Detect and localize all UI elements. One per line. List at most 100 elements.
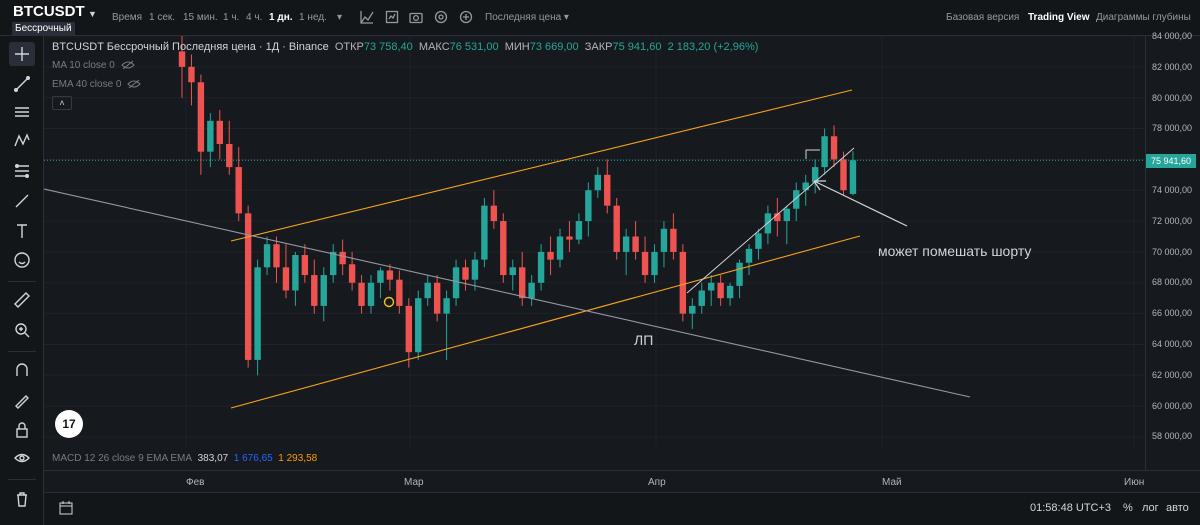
- pattern-icon[interactable]: [9, 129, 35, 153]
- candle-body: [188, 66, 195, 83]
- price-label: 66 000,00: [1152, 308, 1193, 319]
- candle-body: [679, 251, 687, 314]
- arrow-head: [813, 180, 826, 191]
- date-range-icon[interactable]: [58, 500, 74, 516]
- interval-1h[interactable]: 1 ч.: [223, 12, 240, 23]
- chevron-down-icon[interactable]: ▼: [88, 9, 97, 19]
- price-label: 68 000,00: [1152, 277, 1193, 288]
- candle-body: [301, 255, 309, 276]
- price-label: 80 000,00: [1152, 92, 1193, 103]
- candle-body: [481, 205, 488, 260]
- settings-icon[interactable]: [434, 10, 448, 24]
- candle-body: [226, 143, 233, 168]
- candle-body: [207, 120, 214, 152]
- interval-1d[interactable]: 1 дн.: [269, 12, 293, 23]
- price-label: 60 000,00: [1152, 400, 1193, 411]
- descending-trendline: [44, 188, 971, 398]
- interval-time[interactable]: Время: [112, 12, 143, 23]
- candle-body: [386, 270, 394, 280]
- annotation-arrow: [813, 180, 908, 227]
- candle-body: [670, 228, 677, 252]
- candle-body: [244, 213, 252, 360]
- price-label: 58 000,00: [1152, 431, 1193, 442]
- candle-body: [235, 167, 242, 214]
- candle-body: [622, 236, 630, 252]
- macd-signal: 1 676,65: [233, 453, 273, 464]
- symbol-selector[interactable]: BTCUSDT: [13, 3, 85, 20]
- interval-4h[interactable]: 4 ч.: [246, 12, 263, 23]
- crosshair-icon[interactable]: [9, 42, 35, 66]
- annotation-lp[interactable]: ЛП: [634, 332, 654, 348]
- candle-body: [604, 174, 611, 206]
- view-depth[interactable]: Диаграммы глубины: [1096, 12, 1191, 23]
- candle-body: [556, 236, 564, 260]
- candle-body: [519, 267, 526, 299]
- parallel-channel-icon[interactable]: [9, 100, 35, 124]
- add-icon[interactable]: [459, 10, 473, 24]
- candle-body: [197, 82, 205, 152]
- interval-15m[interactable]: 15 мин.: [183, 12, 218, 23]
- annotation-text[interactable]: может помешать шорту: [878, 243, 1032, 259]
- bracket-marker: [805, 149, 820, 159]
- log-toggle[interactable]: лог: [1142, 502, 1159, 514]
- candle-body: [689, 305, 696, 314]
- lock-icon[interactable]: [9, 418, 35, 442]
- candle-body: [330, 251, 337, 276]
- eye-icon[interactable]: [9, 446, 35, 470]
- candle-body: [547, 251, 554, 260]
- indicators-icon[interactable]: [385, 10, 399, 24]
- macd-label: MACD 12 26 close 9 EMA EMA: [52, 453, 193, 464]
- camera-icon[interactable]: [409, 10, 423, 24]
- candle-body: [424, 282, 431, 299]
- top-toolbar: [0, 0, 1200, 36]
- ema-indicator[interactable]: EMA 40 close 0: [52, 79, 142, 90]
- auto-toggle[interactable]: авто: [1166, 502, 1189, 514]
- candle-body: [566, 236, 573, 240]
- candle-body: [698, 290, 705, 306]
- interval-1w[interactable]: 1 нед.: [299, 12, 327, 23]
- text-icon[interactable]: [9, 219, 35, 243]
- ma-indicator[interactable]: MA 10 close 0: [52, 60, 135, 71]
- trend-line-icon[interactable]: [9, 72, 35, 96]
- chart-legend: BTCUSDT Бессрочный Последняя цена · 1Д ·…: [52, 41, 758, 53]
- candle-body: [452, 267, 460, 299]
- percent-toggle[interactable]: %: [1123, 502, 1133, 514]
- time-axis[interactable]: Фев Мар Апр Май Июн: [44, 470, 1200, 492]
- emoji-icon[interactable]: [9, 248, 35, 272]
- pencil-lock-icon[interactable]: [9, 388, 35, 412]
- macd-value: 383,07: [197, 453, 229, 464]
- ruler-icon[interactable]: [9, 288, 35, 312]
- time-label: Фев: [186, 477, 205, 488]
- candle-body: [282, 267, 290, 291]
- price-chart[interactable]: [44, 36, 1145, 446]
- eye-off-icon: [121, 60, 135, 70]
- low-value: 73 669,00: [529, 41, 579, 53]
- candle-body: [830, 136, 838, 160]
- candle-body: [433, 282, 441, 314]
- chart-type-icon[interactable]: [360, 10, 374, 24]
- time-label: Апр: [648, 477, 666, 488]
- chevron-down-icon[interactable]: ▾: [337, 12, 343, 23]
- fib-icon[interactable]: [9, 159, 35, 183]
- price-type-select[interactable]: Последняя цена ▾: [485, 12, 569, 23]
- price-label: 72 000,00: [1152, 215, 1193, 226]
- price-label: 64 000,00: [1152, 339, 1193, 349]
- interval-1s[interactable]: 1 сек.: [149, 12, 176, 23]
- candle-body: [415, 298, 422, 353]
- zoom-in-icon[interactable]: [9, 318, 35, 342]
- candle-body: [632, 236, 639, 252]
- candle-body: [793, 190, 800, 209]
- view-basic[interactable]: Базовая версия: [946, 12, 1020, 23]
- magnet-icon[interactable]: [9, 358, 35, 382]
- clock[interactable]: 01:58:48 UTC+3: [1030, 502, 1112, 514]
- collapse-legend-button[interactable]: ˄: [52, 96, 72, 110]
- open-label: ОТКР: [334, 41, 364, 53]
- candle-body: [849, 160, 857, 194]
- brush-icon[interactable]: [9, 189, 35, 213]
- candle-body: [708, 282, 715, 291]
- view-tradingview[interactable]: Trading View: [1028, 12, 1090, 23]
- candle-body: [273, 244, 280, 268]
- macd-indicator[interactable]: MACD 12 26 close 9 EMA EMA 383,07 1 676,…: [52, 453, 317, 464]
- trash-icon[interactable]: [9, 487, 35, 511]
